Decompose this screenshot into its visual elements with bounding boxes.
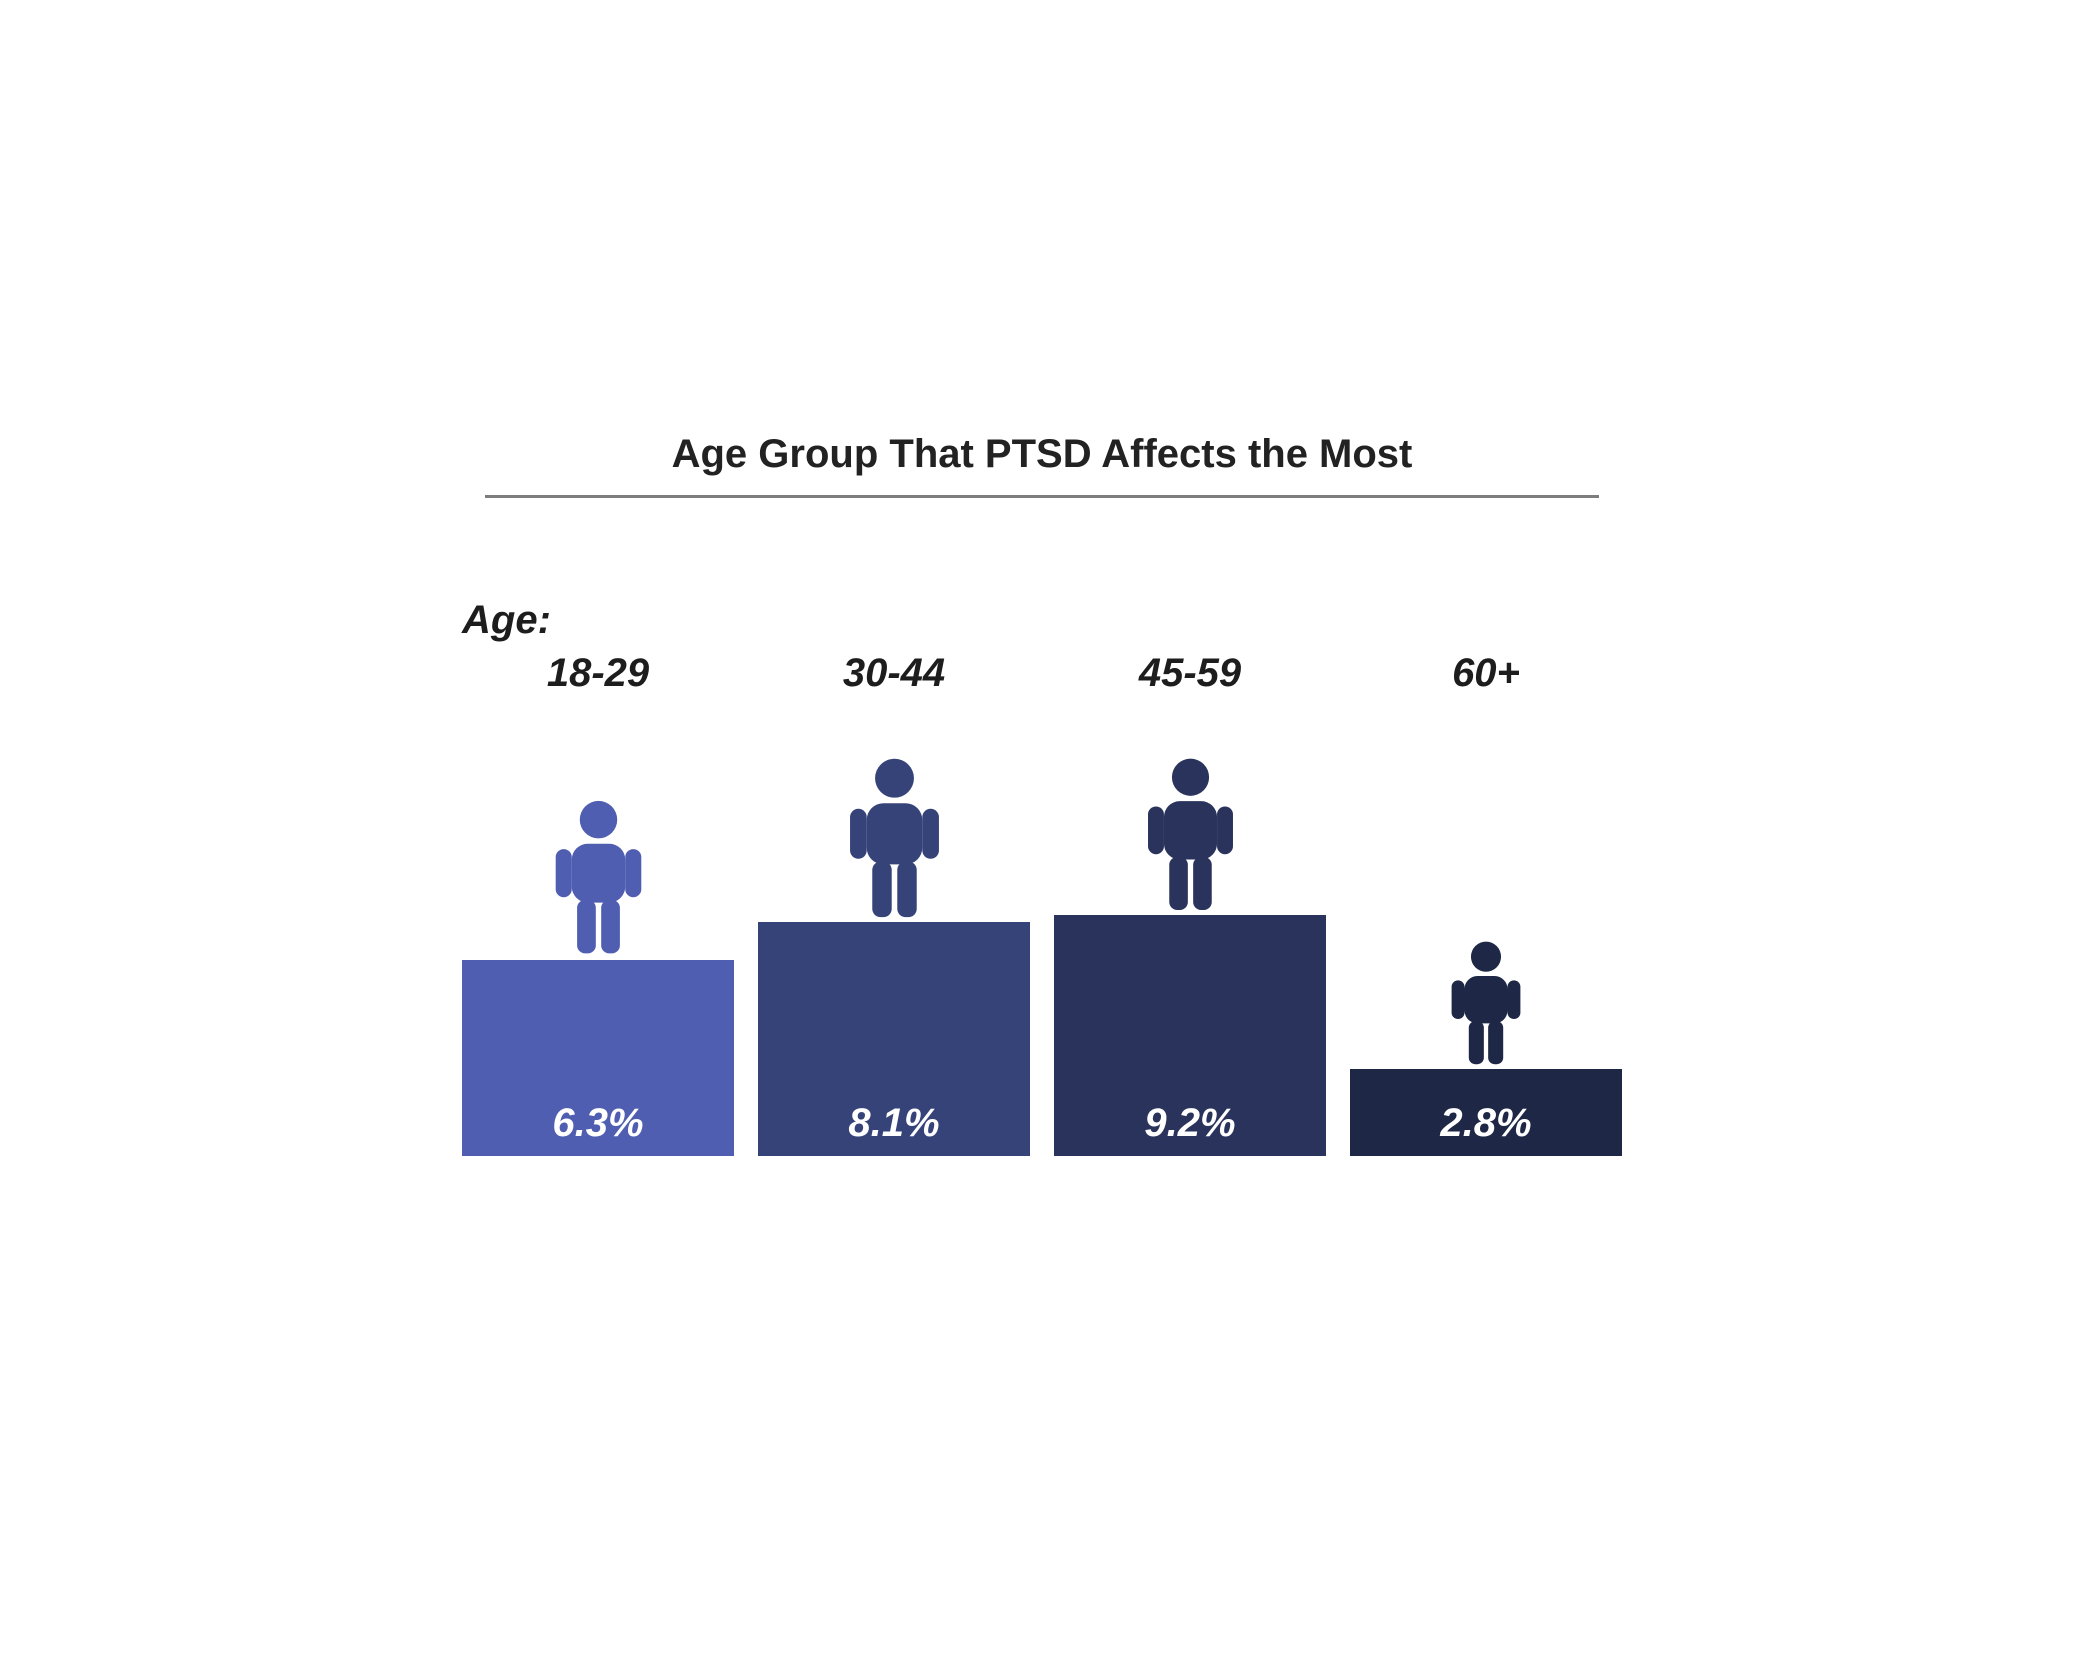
bar-value: 8.1%: [848, 1101, 939, 1146]
category-label: 60+: [1350, 651, 1622, 696]
chart-title: Age Group That PTSD Affects the Most: [462, 432, 1622, 495]
age-prefix-label: Age:: [462, 598, 1622, 643]
person-icon: [1128, 756, 1253, 915]
bar: 8.1%: [758, 922, 1030, 1155]
category-label: 18-29: [462, 651, 734, 696]
title-underline: [485, 495, 1599, 498]
category-row: 18-29 30-44 45-59 60+: [462, 651, 1622, 696]
category-label: 45-59: [1054, 651, 1326, 696]
person-icon: [835, 756, 954, 923]
bar: 9.2%: [1054, 915, 1326, 1156]
bar: 2.8%: [1350, 1069, 1622, 1156]
bar-value: 9.2%: [1144, 1101, 1235, 1146]
bar-value: 6.3%: [552, 1101, 643, 1146]
bar-column: 2.8%: [1350, 756, 1622, 1156]
bar-column: 8.1%: [758, 756, 1030, 1156]
person-icon: [1443, 939, 1529, 1069]
category-label: 30-44: [758, 651, 1030, 696]
ptsd-age-chart: Age Group That PTSD Affects the Most Age…: [402, 392, 1682, 1276]
bars-area: 6.3% 8.1% 9.2%: [462, 756, 1622, 1156]
bar-column: 6.3%: [462, 756, 734, 1156]
bar-column: 9.2%: [1054, 756, 1326, 1156]
person-icon: [545, 797, 652, 960]
bar: 6.3%: [462, 960, 734, 1155]
bar-value: 2.8%: [1440, 1101, 1531, 1146]
